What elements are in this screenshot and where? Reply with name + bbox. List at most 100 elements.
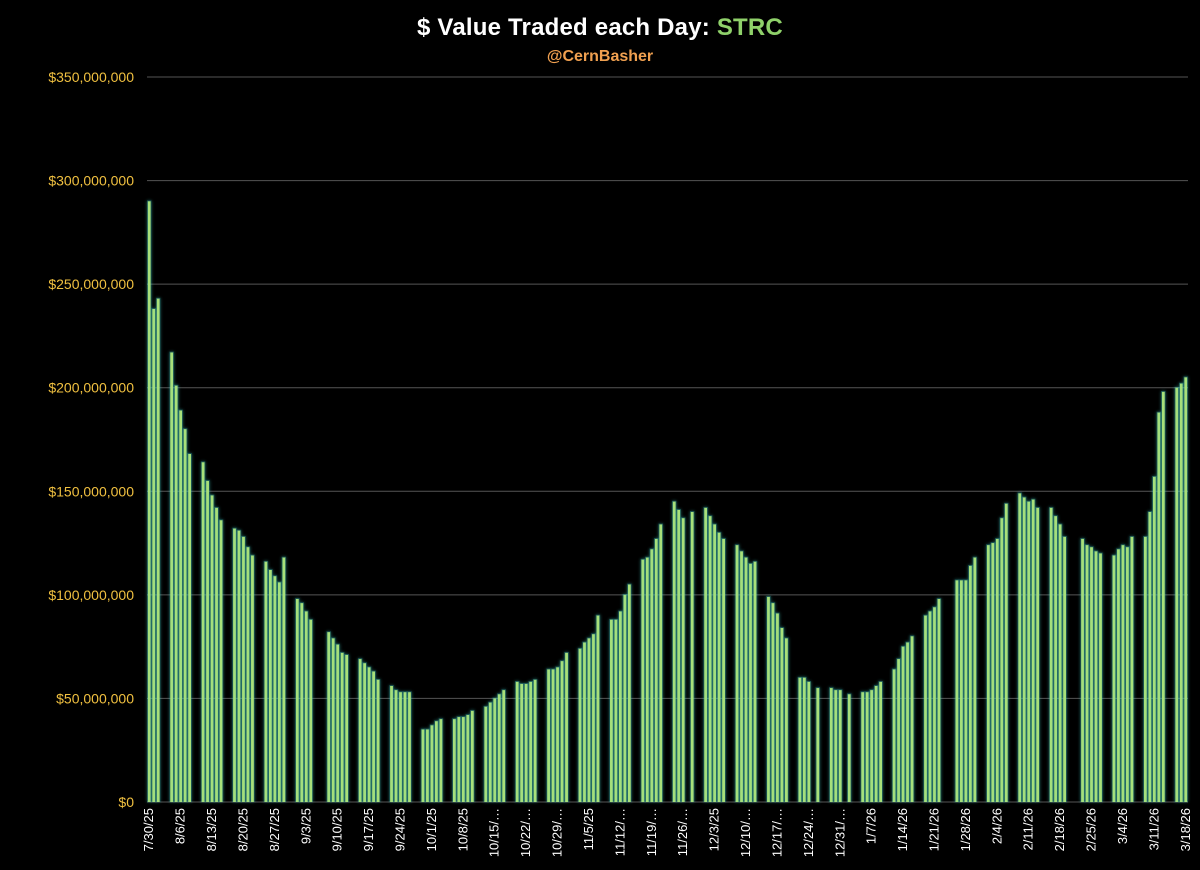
bar: [650, 549, 654, 802]
bar: [156, 298, 160, 802]
bar: [1036, 507, 1040, 802]
bar: [488, 702, 492, 802]
chart-title: $ Value Traded each Day: STRC: [0, 14, 1200, 42]
bar: [973, 557, 977, 802]
bar: [1161, 391, 1165, 802]
bar: [690, 512, 694, 802]
bar: [390, 686, 393, 802]
bar: [735, 545, 739, 802]
bar: [435, 721, 438, 802]
bar: [829, 688, 833, 802]
bar: [251, 555, 254, 802]
bar: [587, 638, 591, 802]
y-tick-label: $0: [118, 794, 134, 810]
y-tick-label: $300,000,000: [48, 173, 134, 189]
x-tick-label: 2/11/26: [1021, 808, 1036, 850]
x-tick-label: 12/31/…: [832, 808, 847, 857]
x-tick-label: 3/11/26: [1146, 808, 1161, 850]
x-tick-label: 8/20/25: [235, 808, 250, 851]
bar: [331, 638, 335, 802]
bar: [897, 659, 900, 802]
bar: [170, 352, 174, 802]
y-tick-label: $250,000,000: [48, 276, 134, 292]
bar: [188, 454, 192, 802]
bar: [955, 580, 959, 802]
x-tick-label: 3/18/26: [1178, 808, 1193, 851]
bar: [892, 669, 896, 802]
bar: [533, 679, 537, 802]
bar: [1081, 538, 1084, 802]
bar: [865, 692, 869, 802]
x-tick-label: 3/4/26: [1115, 808, 1130, 844]
bar: [1099, 553, 1102, 802]
bar: [767, 596, 770, 802]
bar: [986, 545, 990, 802]
bar: [659, 524, 663, 802]
x-tick-label: 1/28/26: [958, 808, 973, 851]
bar: [744, 557, 748, 802]
bar: [363, 663, 367, 802]
bar: [627, 584, 631, 802]
x-tick-label: 11/26/…: [675, 808, 690, 856]
bar: [300, 603, 304, 802]
bar: [367, 667, 371, 802]
bar: [394, 690, 398, 802]
bar: [677, 509, 681, 802]
bar: [1018, 493, 1022, 802]
bar: [430, 725, 434, 802]
chart-subtitle: @CernBasher: [546, 48, 654, 65]
x-tick-label: 7/30/25: [141, 808, 156, 851]
x-tick-label: 10/22/…: [518, 808, 533, 857]
bar: [466, 715, 470, 802]
bar: [771, 603, 775, 802]
bar: [233, 528, 236, 802]
bar: [776, 613, 779, 802]
bar: [906, 642, 909, 802]
bar: [834, 690, 838, 802]
x-tick-label: 12/10/…: [738, 808, 753, 857]
bar: [1004, 503, 1008, 802]
bar: [215, 507, 218, 802]
bar: [179, 410, 183, 802]
bar: [556, 667, 559, 802]
bar: [273, 576, 277, 802]
y-tick-label: $100,000,000: [48, 587, 134, 603]
bar: [654, 538, 658, 802]
bar: [1117, 549, 1120, 802]
x-tick-label: 1/7/26: [864, 808, 879, 844]
bar: [515, 681, 519, 802]
bar: [928, 611, 932, 802]
bar: [461, 717, 465, 802]
bar: [565, 652, 568, 802]
bar: [408, 692, 411, 802]
bar: [183, 429, 187, 802]
x-tick-label: 2/18/26: [1052, 808, 1067, 851]
bar: [816, 688, 820, 802]
bar: [847, 694, 851, 802]
bar: [995, 538, 999, 802]
bar: [1031, 499, 1035, 802]
bar: [717, 532, 721, 802]
gridlines: [147, 76, 1188, 803]
bar: [937, 599, 941, 802]
bar: [277, 582, 281, 802]
bar: [309, 619, 313, 802]
x-tick-label: 8/27/25: [267, 808, 282, 851]
x-tick-label: 2/25/26: [1084, 808, 1099, 851]
bar: [201, 462, 205, 802]
bar: [340, 652, 344, 802]
bar: [242, 536, 245, 802]
bar: [547, 669, 550, 802]
x-tick-label: 9/10/25: [330, 808, 345, 851]
bar: [1085, 545, 1089, 802]
bar: [749, 563, 752, 802]
x-tick-label: 2/4/26: [989, 808, 1004, 844]
bar: [933, 607, 936, 802]
bar: [345, 654, 349, 802]
bar: [421, 729, 425, 802]
x-tick-label: 9/24/25: [393, 808, 408, 851]
bar: [960, 580, 963, 802]
x-tick-label: 10/15/…: [487, 808, 502, 857]
bar: [1112, 555, 1116, 802]
